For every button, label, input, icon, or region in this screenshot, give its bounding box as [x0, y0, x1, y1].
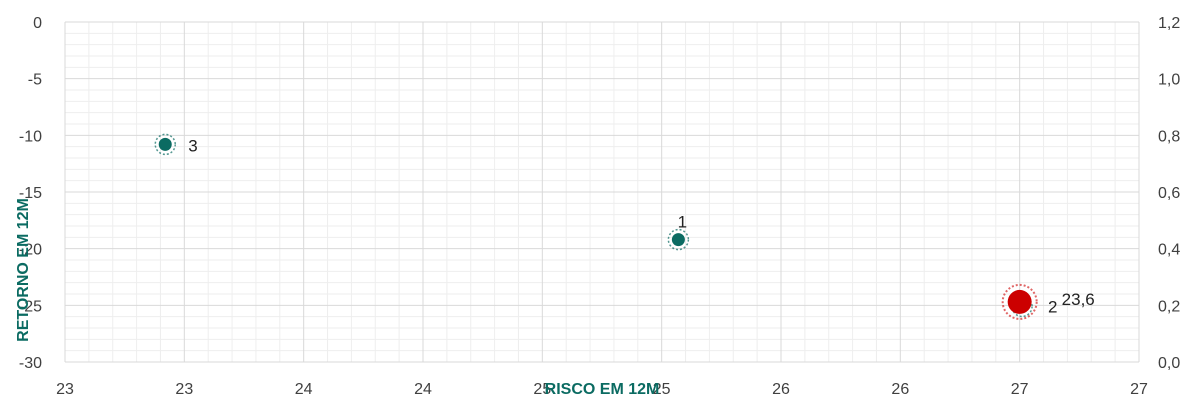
highlight-point-halo — [1001, 283, 1038, 320]
x-tick-label: 26 — [772, 381, 790, 398]
x-tick-label: 24 — [295, 381, 313, 398]
y-axis-tick-labels: 0 -5 -10 -15 -20 -25 -30 — [19, 15, 42, 372]
y-tick-label: -10 — [19, 128, 42, 145]
data-label: 2 — [1048, 297, 1057, 316]
x-tick-label: 23 — [56, 381, 74, 398]
x-tick-label: 26 — [891, 381, 909, 398]
y-tick-label: -25 — [19, 298, 42, 315]
y-tick-label: -5 — [28, 72, 42, 89]
x-axis-title: RISCO EM 12M — [545, 381, 660, 398]
y2-tick-label: 0,0 — [1158, 355, 1180, 372]
y-tick-label: 0 — [33, 15, 42, 32]
data-label: 1 — [678, 213, 687, 232]
data-labels: 3 1 2 23,6 — [188, 136, 1095, 316]
highlight-data-label: 23,6 — [1062, 290, 1095, 309]
data-point — [671, 233, 685, 247]
y2-tick-label: 0,8 — [1158, 128, 1180, 145]
y2-tick-label: 1,2 — [1158, 15, 1180, 32]
y2-tick-label: 0,2 — [1158, 298, 1180, 315]
y-tick-label: -30 — [19, 355, 42, 372]
data-point-halo — [154, 133, 176, 156]
secondary-y-axis-tick-labels: 1,2 1,0 0,8 0,6 0,4 0,2 0,0 — [1158, 15, 1180, 372]
x-tick-label: 25 — [533, 381, 551, 398]
y-tick-label: -20 — [19, 242, 42, 259]
data-point-halo — [1011, 295, 1033, 318]
major-gridlines — [64, 21, 1140, 363]
data-point-halo — [667, 228, 690, 251]
data-label: 3 — [188, 136, 197, 155]
y2-tick-label: 0,4 — [1158, 242, 1180, 259]
x-tick-label: 27 — [1130, 381, 1148, 398]
x-tick-label: 27 — [1011, 381, 1029, 398]
x-tick-label: 24 — [414, 381, 432, 398]
y-axis-title: RETORNO EM 12M — [15, 198, 32, 342]
data-points — [154, 133, 1038, 320]
data-point — [158, 137, 172, 151]
y-tick-label: -15 — [19, 185, 42, 202]
highlight-point — [1007, 289, 1032, 314]
y2-tick-label: 0,6 — [1158, 185, 1180, 202]
x-tick-label: 23 — [175, 381, 193, 398]
x-tick-label: 25 — [653, 381, 671, 398]
y2-tick-label: 1,0 — [1158, 72, 1180, 89]
x-axis-tick-labels: 23 23 24 24 25 25 26 26 27 27 — [56, 381, 1148, 398]
